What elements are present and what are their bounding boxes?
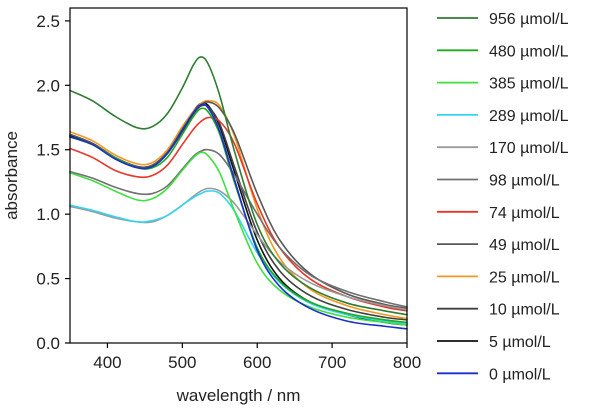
series-line-11 [69,103,408,330]
y-tick-label: 0.0 [36,334,60,353]
x-tick-label: 700 [318,353,346,372]
x-tick-label: 800 [393,353,421,372]
series-line-6 [69,116,408,312]
series-line-0 [69,56,408,316]
y-tick-label: 0.5 [36,270,60,289]
legend: 956 µmol/L 480 µmol/L 385 µmol/L 289 µmol/L… [437,11,569,383]
series-line-4 [69,187,408,311]
legend-label: 289 µmol/L [489,108,569,125]
legend-label: 170 µmol/L [489,140,569,157]
legend-label: 74 µmol/L [489,205,560,222]
series-line-5 [69,148,408,308]
legend-label: 25 µmol/L [489,269,560,286]
y-axis-label: absorbance [2,131,21,220]
x-tick-label: 400 [93,353,121,372]
series-line-1 [69,107,408,324]
legend-label: 10 µmol/L [489,302,560,319]
y-tick-label: 2.5 [36,12,60,31]
series-line-10 [69,101,408,326]
y-tick-label: 1.5 [36,141,60,160]
series-line-3 [69,190,408,325]
series-line-9 [69,104,408,321]
y-tick-label: 1.0 [36,205,60,224]
legend-label: 480 µmol/L [489,43,569,60]
legend-label: 0 µmol/L [489,366,551,383]
legend-label: 98 µmol/L [489,173,560,190]
series-layer [69,56,408,330]
x-tick-label: 500 [168,353,196,372]
legend-label: 385 µmol/L [489,76,569,93]
plot-frame [69,7,408,344]
series-line-8 [69,99,408,320]
series-line-7 [69,101,408,310]
x-tick-label: 600 [243,353,271,372]
legend-label: 5 µmol/L [489,334,551,351]
legend-label: 956 µmol/L [489,11,569,28]
legend-label: 49 µmol/L [489,237,560,254]
series-line-2 [69,151,408,326]
y-tick-label: 2.0 [36,76,60,95]
axis-ticks: 400 500 600 700 800 0.0 0.5 1.0 1.5 2.0 2.5 [36,12,421,372]
x-axis-label: wavelength / nm [176,386,301,405]
